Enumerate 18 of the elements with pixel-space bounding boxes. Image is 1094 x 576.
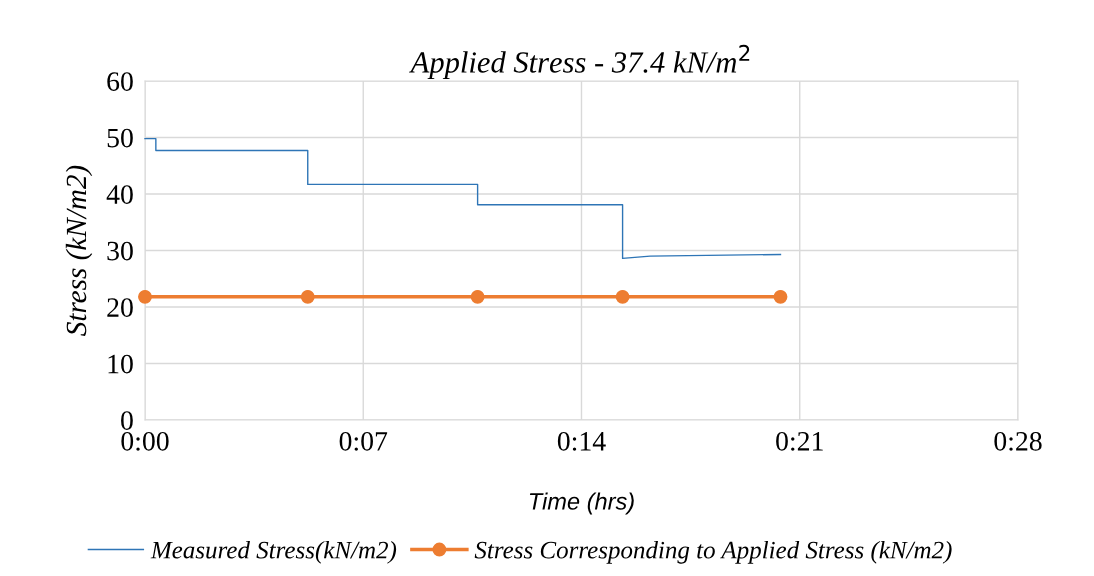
- x-tick-label: 0:28: [994, 431, 1042, 451]
- x-axis-title: Time (hrs): [529, 492, 634, 515]
- legend-label: Stress Corresponding to Applied Stress (kN/m2): [474, 540, 952, 564]
- x-tick-label: 0:00: [121, 431, 169, 451]
- x-tick-label: 0:21: [776, 431, 823, 451]
- y-tick-label: 20: [107, 298, 133, 317]
- line-series: [144, 137, 782, 260]
- y-axis-title: Stress (kN/m2): [65, 165, 93, 336]
- x-tick-label: 0:14: [557, 431, 606, 451]
- y-tick-label: 40: [106, 185, 133, 204]
- x-tick-label: 0:07: [339, 431, 388, 451]
- y-tick-label: 30: [107, 241, 133, 261]
- chart-title: Applied Stress - 37.4 kN/m$^{2}$: [409, 44, 750, 79]
- y-tick-label: 0: [121, 411, 133, 430]
- y-tick-label: 10: [108, 354, 133, 374]
- y-tick-label: 50: [107, 128, 133, 148]
- y-tick-label: 60: [107, 72, 133, 91]
- legend-label: Measured Stress(kN/m2): [150, 540, 397, 564]
